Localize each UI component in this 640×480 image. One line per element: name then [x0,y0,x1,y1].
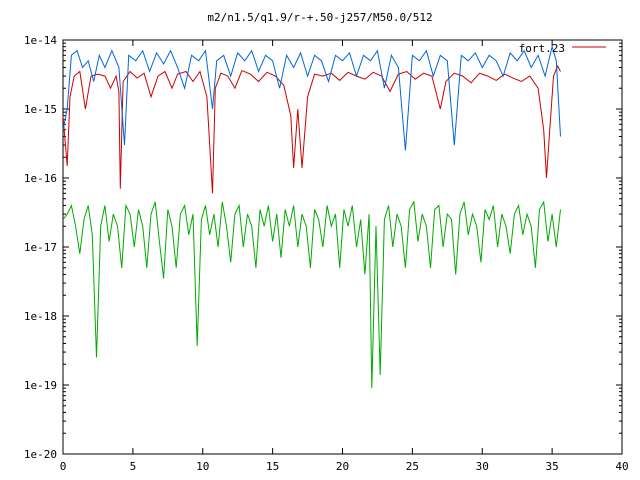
chart-title: m2/n1.5/q1.9/r-+.50-j257/M50.0/512 [207,11,433,24]
x-tick-label: 30 [476,460,489,473]
y-tick-label: 1e-18 [24,310,57,323]
x-tick-label: 25 [406,460,419,473]
y-tick-label: 1e-17 [24,241,57,254]
plot-frame [62,39,623,455]
series-line-0 [62,64,561,194]
x-tick-label: 35 [546,460,559,473]
y-tick-label: 1e-16 [24,172,57,185]
series-line-2 [62,200,561,389]
y-tick-label: 1e-14 [24,34,57,47]
y-tick-label: 1e-15 [24,103,57,116]
x-tick-label: 15 [266,460,279,473]
x-tick-label: 5 [130,460,137,473]
legend-label: fort.23 [518,42,565,55]
x-tick-label: 40 [615,460,628,473]
x-tick-label: 10 [196,460,209,473]
series-line-1 [62,44,561,151]
x-tick-label: 20 [336,460,349,473]
y-tick-label: 1e-19 [24,379,57,392]
y-tick-label: 1e-20 [24,448,57,461]
x-tick-label: 0 [60,460,67,473]
